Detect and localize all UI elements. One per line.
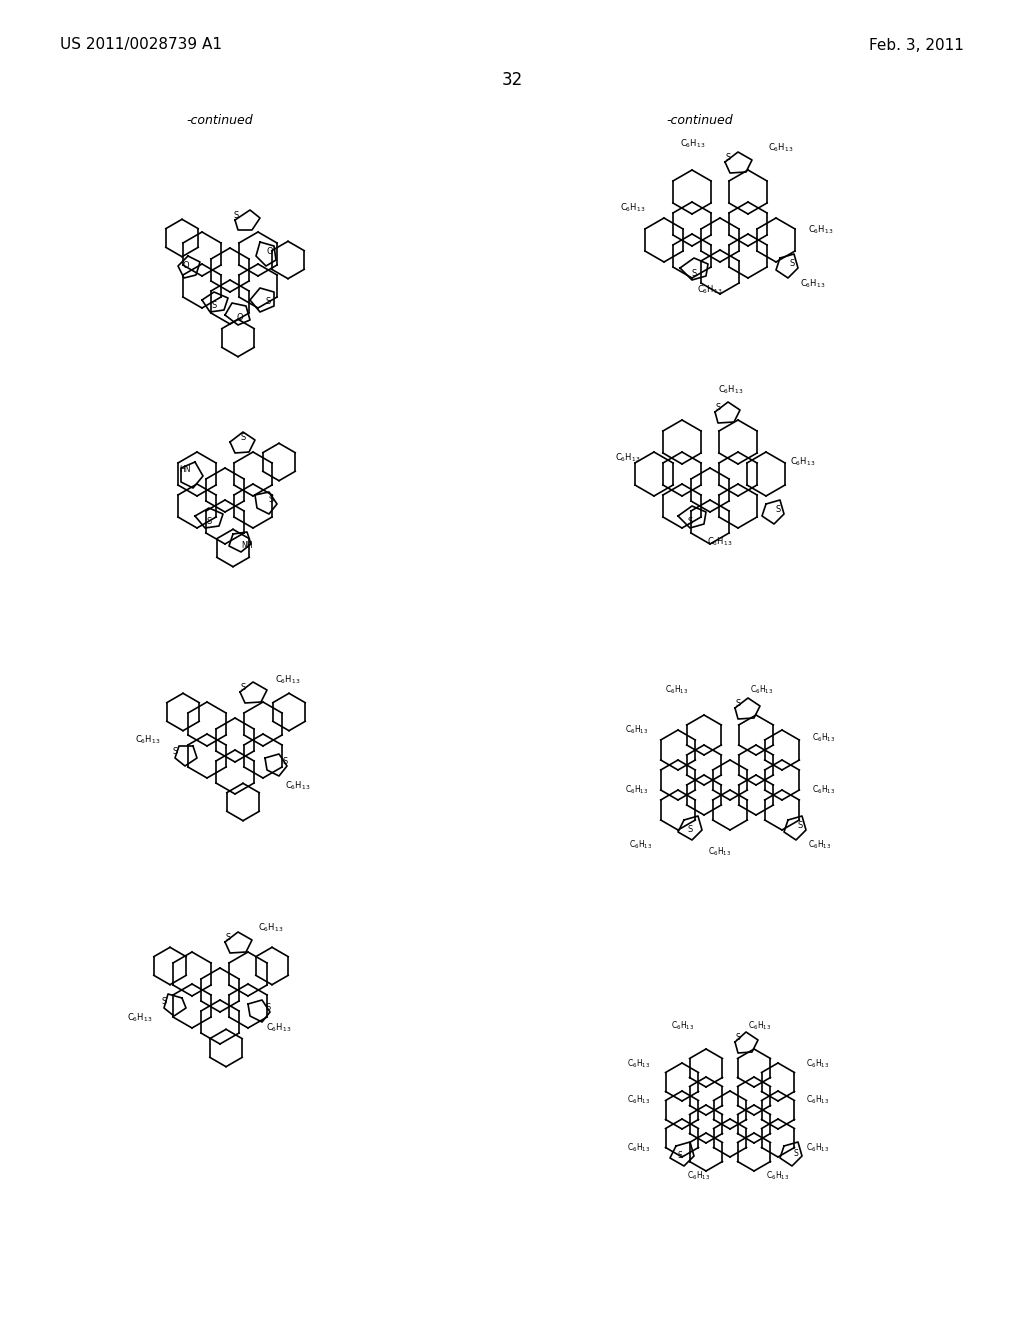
Text: Feb. 3, 2011: Feb. 3, 2011 bbox=[869, 37, 964, 53]
Text: C$_6$H$_{13}$: C$_6$H$_{13}$ bbox=[768, 141, 794, 154]
Text: NH: NH bbox=[242, 541, 253, 550]
Text: C$_6$H$_{13}$: C$_6$H$_{13}$ bbox=[806, 1057, 829, 1071]
Text: S: S bbox=[211, 301, 217, 310]
Text: C$_6$H$_{13}$: C$_6$H$_{13}$ bbox=[748, 1020, 771, 1032]
Text: C$_6$H$_{13}$: C$_6$H$_{13}$ bbox=[812, 731, 836, 744]
Text: C$_6$H$_{13}$: C$_6$H$_{13}$ bbox=[627, 1057, 650, 1071]
Text: C$_6$H$_{13}$: C$_6$H$_{13}$ bbox=[800, 277, 825, 290]
Text: C$_6$H$_{13}$: C$_6$H$_{13}$ bbox=[680, 137, 705, 150]
Text: S: S bbox=[798, 821, 803, 830]
Text: US 2011/0028739 A1: US 2011/0028739 A1 bbox=[60, 37, 222, 53]
Text: S: S bbox=[691, 269, 696, 279]
Text: S: S bbox=[735, 1034, 740, 1043]
Text: C$_6$H$_{13}$: C$_6$H$_{13}$ bbox=[812, 784, 836, 796]
Text: C$_6$H$_{13}$: C$_6$H$_{13}$ bbox=[627, 1142, 650, 1154]
Text: S: S bbox=[735, 700, 740, 709]
Text: C$_6$H$_{13}$: C$_6$H$_{13}$ bbox=[266, 1022, 292, 1035]
Text: C$_6$H$_{13}$: C$_6$H$_{13}$ bbox=[808, 838, 831, 851]
Text: 32: 32 bbox=[502, 71, 522, 88]
Text: S: S bbox=[790, 260, 795, 268]
Text: S: S bbox=[241, 433, 246, 442]
Text: S: S bbox=[162, 998, 167, 1006]
Text: C$_6$H$_{13}$: C$_6$H$_{13}$ bbox=[614, 451, 640, 465]
Text: C$_6$H$_{13}$: C$_6$H$_{13}$ bbox=[766, 1170, 790, 1183]
Text: S: S bbox=[233, 210, 239, 219]
Text: C$_6$H$_{13}$: C$_6$H$_{13}$ bbox=[285, 780, 310, 792]
Text: -continued: -continued bbox=[667, 114, 733, 127]
Text: C$_6$H$_{13}$: C$_6$H$_{13}$ bbox=[258, 921, 284, 935]
Text: S: S bbox=[207, 517, 212, 527]
Text: C$_6$H$_{13}$: C$_6$H$_{13}$ bbox=[625, 784, 648, 796]
Text: S: S bbox=[268, 495, 273, 504]
Text: C$_6$H$_{13}$: C$_6$H$_{13}$ bbox=[808, 224, 834, 236]
Text: S: S bbox=[283, 758, 288, 767]
Text: C$_6$H$_{13}$: C$_6$H$_{13}$ bbox=[806, 1142, 829, 1154]
Text: S: S bbox=[265, 297, 270, 306]
Text: S: S bbox=[775, 506, 780, 515]
Text: S: S bbox=[265, 1003, 270, 1012]
Text: C$_6$H$_{13}$: C$_6$H$_{13}$ bbox=[708, 536, 732, 548]
Text: C$_6$H$_{13}$: C$_6$H$_{13}$ bbox=[665, 684, 688, 696]
Text: S: S bbox=[725, 153, 731, 162]
Text: S: S bbox=[225, 933, 230, 942]
Text: S: S bbox=[241, 684, 246, 693]
Text: C$_6$H$_{13}$: C$_6$H$_{13}$ bbox=[790, 455, 815, 469]
Text: C$_6$H$_{13}$: C$_6$H$_{13}$ bbox=[806, 1094, 829, 1106]
Text: C$_6$H$_{13}$: C$_6$H$_{13}$ bbox=[671, 1020, 694, 1032]
Text: S: S bbox=[794, 1150, 799, 1159]
Text: O: O bbox=[237, 313, 244, 322]
Text: S: S bbox=[716, 404, 721, 412]
Text: S: S bbox=[172, 747, 177, 756]
Text: C$_6$H$_{13}$: C$_6$H$_{13}$ bbox=[750, 684, 773, 696]
Text: C$_6$H$_{13}$: C$_6$H$_{13}$ bbox=[687, 1170, 710, 1183]
Text: C$_6$H$_{13}$: C$_6$H$_{13}$ bbox=[275, 673, 300, 686]
Text: -continued: -continued bbox=[186, 114, 253, 127]
Text: S: S bbox=[687, 517, 692, 527]
Text: C$_6$H$_{13}$: C$_6$H$_{13}$ bbox=[620, 202, 645, 214]
Text: S: S bbox=[687, 825, 692, 834]
Text: C$_6$H$_{13}$: C$_6$H$_{13}$ bbox=[718, 384, 743, 396]
Text: C$_6$H$_{13}$: C$_6$H$_{13}$ bbox=[627, 1094, 650, 1106]
Text: S: S bbox=[678, 1151, 682, 1160]
Text: O: O bbox=[182, 261, 189, 271]
Text: C$_6$H$_{13}$: C$_6$H$_{13}$ bbox=[127, 1011, 152, 1024]
Text: C$_6$H$_{13}$: C$_6$H$_{13}$ bbox=[629, 838, 652, 851]
Text: C$_6$H$_{13}$: C$_6$H$_{13}$ bbox=[135, 734, 160, 746]
Text: O: O bbox=[266, 248, 273, 256]
Text: C$_6$H$_{13}$: C$_6$H$_{13}$ bbox=[625, 723, 648, 737]
Text: HN: HN bbox=[179, 466, 190, 474]
Text: C$_6$H$_{13}$: C$_6$H$_{13}$ bbox=[697, 284, 723, 296]
Text: C$_6$H$_{13}$: C$_6$H$_{13}$ bbox=[709, 846, 731, 858]
